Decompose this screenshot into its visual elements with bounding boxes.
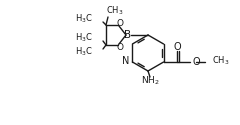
Text: H$_3$C: H$_3$C [75, 13, 93, 25]
Text: O: O [174, 42, 181, 51]
Text: O: O [116, 42, 124, 51]
Text: B: B [124, 30, 132, 40]
Text: H$_3$C: H$_3$C [75, 32, 93, 44]
Text: CH$_3$: CH$_3$ [106, 5, 124, 17]
Text: H$_3$C: H$_3$C [75, 46, 93, 58]
Text: N: N [121, 56, 129, 66]
Text: O: O [116, 18, 124, 28]
Text: O: O [192, 57, 200, 67]
Text: CH$_3$: CH$_3$ [212, 55, 229, 67]
Text: NH$_2$: NH$_2$ [141, 75, 159, 87]
